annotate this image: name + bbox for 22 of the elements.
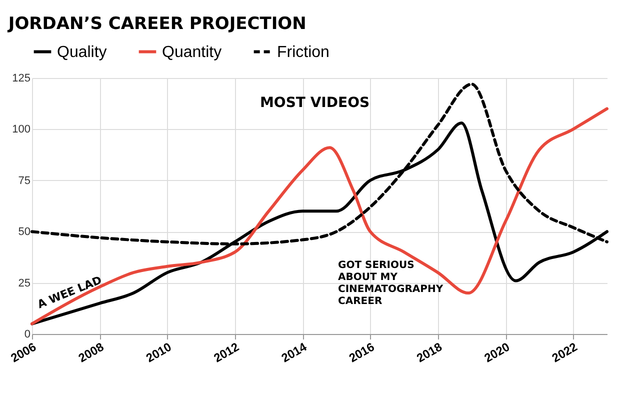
- x-tick-label: 2020: [482, 340, 512, 366]
- x-tick-label: 2022: [550, 340, 580, 366]
- chart-title: JORDAN’S CAREER PROJECTION: [7, 14, 306, 34]
- y-tick-label: 75: [18, 174, 30, 187]
- y-tick-label: 0: [24, 328, 30, 340]
- x-tick-label: 2012: [211, 340, 242, 366]
- x-tick-label: 2008: [76, 340, 106, 366]
- x-tick-label: 2018: [414, 340, 445, 366]
- y-tick-label: 100: [12, 124, 30, 136]
- annotation: A WEE LAD: [36, 274, 104, 312]
- y-tick-label: 25: [18, 277, 30, 290]
- legend-label: Friction: [277, 44, 330, 61]
- legend-label: Quality: [57, 44, 107, 61]
- x-tick-label: 2014: [278, 340, 310, 366]
- x-tick-label: 2016: [346, 340, 378, 366]
- legend-label: Quantity: [162, 44, 222, 61]
- x-tick-label: 2010: [144, 340, 174, 366]
- x-tick-label: 2006: [8, 340, 39, 366]
- y-tick-label: 125: [12, 72, 30, 84]
- y-tick-label: 50: [18, 226, 30, 238]
- annotation: GOT SERIOUS ABOUT MY CINEMATOGRAPHY CAREER: [338, 260, 444, 307]
- annotation: MOST VIDEOS: [260, 95, 370, 111]
